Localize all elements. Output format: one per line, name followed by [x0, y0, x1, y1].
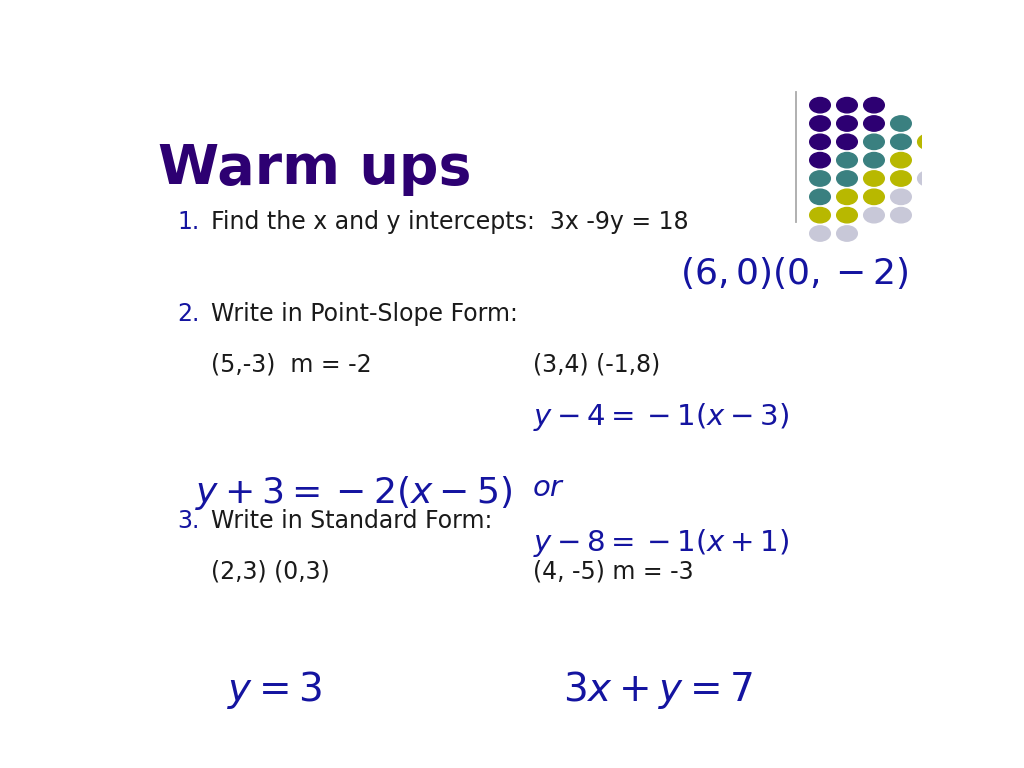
Circle shape: [837, 116, 857, 131]
Text: 3.: 3.: [177, 509, 200, 533]
Circle shape: [863, 153, 885, 168]
Text: Write in Standard Form:: Write in Standard Form:: [211, 509, 493, 533]
Circle shape: [891, 207, 911, 223]
Circle shape: [891, 153, 911, 168]
Text: (4, -5) m = -3: (4, -5) m = -3: [532, 559, 693, 584]
Text: 1.: 1.: [177, 210, 200, 234]
Circle shape: [863, 170, 885, 186]
Circle shape: [863, 98, 885, 113]
Text: $y-4=-1(x-3)$: $y-4=-1(x-3)$: [532, 401, 788, 433]
Text: $y=3$: $y=3$: [227, 669, 323, 710]
Text: (3,4) (-1,8): (3,4) (-1,8): [532, 353, 660, 376]
Circle shape: [837, 170, 857, 186]
Text: (5,-3)  m = -2: (5,-3) m = -2: [211, 353, 372, 376]
Circle shape: [810, 116, 830, 131]
Text: (2,3) (0,3): (2,3) (0,3): [211, 559, 330, 584]
Circle shape: [837, 134, 857, 150]
Circle shape: [810, 226, 830, 241]
Circle shape: [863, 116, 885, 131]
Circle shape: [810, 134, 830, 150]
Circle shape: [891, 116, 911, 131]
Text: Find the x and y intercepts:  3x -9y = 18: Find the x and y intercepts: 3x -9y = 18: [211, 210, 689, 234]
Circle shape: [810, 170, 830, 186]
Circle shape: [837, 98, 857, 113]
Circle shape: [891, 134, 911, 150]
Circle shape: [810, 98, 830, 113]
Circle shape: [810, 207, 830, 223]
Circle shape: [918, 134, 938, 150]
Text: Write in Point-Slope Form:: Write in Point-Slope Form:: [211, 302, 518, 326]
Circle shape: [863, 207, 885, 223]
Circle shape: [837, 207, 857, 223]
Circle shape: [810, 153, 830, 168]
Circle shape: [837, 226, 857, 241]
Circle shape: [891, 189, 911, 204]
Circle shape: [918, 170, 938, 186]
Circle shape: [863, 134, 885, 150]
Text: $y+3=-2(x-5)$: $y+3=-2(x-5)$: [196, 474, 512, 511]
Text: $(6, 0)(0, -2)$: $(6, 0)(0, -2)$: [680, 255, 908, 291]
Text: Warm ups: Warm ups: [158, 142, 472, 197]
Circle shape: [837, 189, 857, 204]
Circle shape: [863, 189, 885, 204]
Circle shape: [837, 153, 857, 168]
Text: 2.: 2.: [177, 302, 200, 326]
Circle shape: [810, 189, 830, 204]
Text: or: or: [532, 474, 562, 502]
Text: $3x+y=7$: $3x+y=7$: [563, 669, 753, 710]
Text: $y-8=-1(x+1)$: $y-8=-1(x+1)$: [532, 527, 788, 559]
Circle shape: [891, 170, 911, 186]
